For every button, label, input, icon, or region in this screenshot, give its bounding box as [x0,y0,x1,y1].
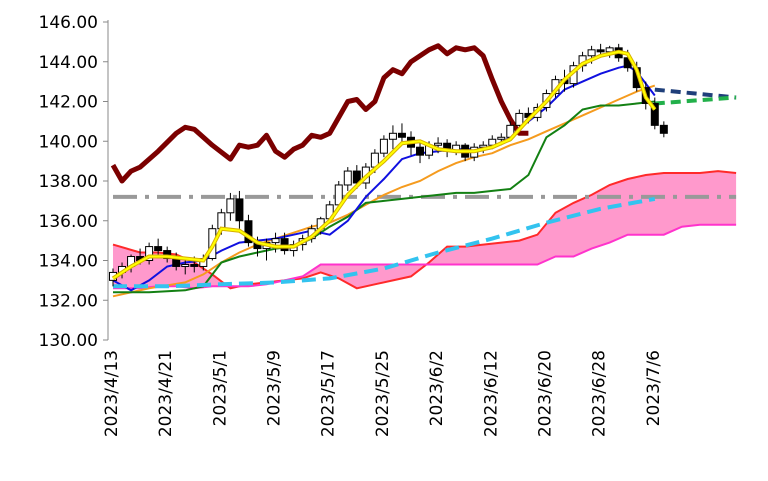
candle-body-up [343,170,352,186]
candle-body-down [280,238,289,252]
candle-body-up [271,238,280,244]
x-tick-label: 2023/4/21 [156,350,176,437]
x-tick-label: 2023/7/6 [644,350,664,426]
candle [515,109,524,130]
y-tick-label: 144.00 [39,53,98,73]
candle [388,125,397,150]
y-tick-label: 130.00 [39,331,98,351]
x-tick-label: 2023/5/1 [210,350,230,426]
x-tick-label: 2023/6/2 [427,350,447,426]
candle-body-down [244,220,253,244]
candle [280,232,289,255]
candle [145,242,154,265]
candle [416,141,425,164]
candle-body-down [416,146,425,156]
candle-body-down [650,102,659,126]
candle-body-up [497,136,506,140]
x-tick-label: 2023/6/12 [481,350,501,437]
y-tick-label: 146.00 [39,13,98,33]
x-tick-label: 2023/6/28 [590,350,610,437]
y-tick-label: 138.00 [39,172,98,192]
y-tick-label: 132.00 [39,291,98,311]
candle-body-up [217,212,226,230]
candle-body-down [659,124,668,134]
candle-body-up [515,112,524,126]
candle-body-down [190,263,199,267]
y-tick-label: 134.00 [39,252,98,272]
y-tick-label: 140.00 [39,132,98,152]
future-cyan-dashed-line [113,196,656,289]
candle [659,121,668,138]
candle-body-up [145,246,154,261]
y-tick-label: 142.00 [39,93,98,113]
ma-green-line [113,100,655,294]
candle-body-up [226,198,235,214]
x-tick-label: 2023/5/25 [373,350,393,437]
candle [271,232,280,253]
lagging-span-line [110,43,529,184]
candle [343,167,352,191]
x-tick-label: 2023/6/20 [535,350,555,437]
cloud-area [112,170,737,290]
x-tick-label: 2023/5/17 [319,350,339,437]
candle-body-up [587,49,596,57]
candle-body-down [397,132,406,138]
candlesticks [109,43,668,287]
x-tick-label: 2023/4/13 [102,350,122,437]
candle [154,238,163,257]
candle-body-down [352,170,361,184]
axes: 130.00 132.00 134.00 136.00 138.00 140.00 142.… [39,13,664,437]
y-tick-label: 136.00 [39,212,98,232]
future-green-dashed-line [654,95,737,106]
candle [379,135,388,158]
candle-body-up [434,142,443,146]
candle [650,97,659,130]
x-tick-label: 2023/5/9 [265,350,285,426]
span-b-line [113,223,737,290]
candle [181,258,190,275]
future-navy-dashed-line [654,87,737,100]
candle-body-up [379,138,388,154]
candle-body-down [596,49,605,53]
candle [235,190,244,229]
candle-body-down [235,198,244,222]
candle [244,214,253,247]
candle-body-down [154,246,163,252]
candle [226,192,235,221]
tenkan-line [112,50,656,280]
candle-body-up [388,132,397,140]
candle-body-up [181,263,190,267]
